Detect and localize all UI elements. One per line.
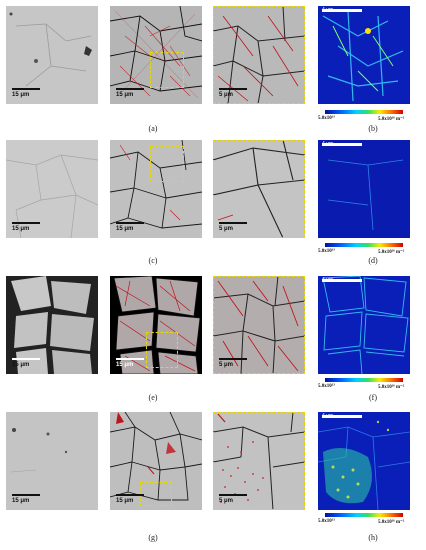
caption-a: (a) <box>148 124 158 133</box>
zoom-boundary-map-a <box>213 6 305 104</box>
sem-texture-g <box>6 412 98 510</box>
kam-map-b: 4 μm <box>318 6 410 104</box>
caption-b: (b) <box>368 124 378 133</box>
ebsd-grain-map-g: 15 μm <box>110 412 202 510</box>
grain-boundary-map-c <box>110 140 202 238</box>
colorbar-min-label: 5.0x10¹³ <box>318 249 335 254</box>
scale-bar-label: 5 μm <box>219 362 234 368</box>
scale-bar-label: 15 μm <box>116 498 134 504</box>
colorbar-min-label: 5.0x10¹³ <box>318 116 335 121</box>
ebsd-zoom-c: 5 μm <box>213 140 305 238</box>
zoom-region-box <box>146 332 178 368</box>
kam-map-d: 4 μm <box>318 140 410 238</box>
scale-bar-label: 15 μm <box>12 498 30 504</box>
scale-bar-label: 15 μm <box>116 362 134 368</box>
sem-micrograph-c: 15 μm <box>6 140 98 238</box>
scale-bar <box>12 88 40 90</box>
scale-bar <box>12 358 40 360</box>
sem-texture-c <box>6 140 98 238</box>
zoom-region-box <box>150 52 184 88</box>
zoom-region-box <box>140 482 172 506</box>
zoom-boundary-map-c <box>213 140 305 238</box>
scale-bar-label: 15 μm <box>12 362 30 368</box>
kam-map-f: 4 μm <box>318 276 410 374</box>
zoom-frame <box>213 140 305 238</box>
scale-bar-label: 4 μm <box>322 7 334 13</box>
scale-bar-label: 15 μm <box>116 226 134 232</box>
scale-bar <box>219 88 247 90</box>
ebsd-zoom-a: 5 μm <box>213 6 305 104</box>
zoom-boundary-map-g <box>213 412 305 510</box>
scale-bar <box>116 494 144 496</box>
zoom-frame <box>213 6 305 104</box>
scale-bar-label: 4 μm <box>322 141 334 147</box>
kam-texture-b <box>318 6 410 104</box>
zoom-boundary-map-e <box>213 276 305 374</box>
scale-bar <box>116 358 144 360</box>
kam-texture-f <box>318 276 410 374</box>
caption-h: (h) <box>368 533 378 542</box>
caption-c: (c) <box>148 256 158 265</box>
ebsd-zoom-e: 5 μm <box>213 276 305 374</box>
scale-bar <box>12 222 40 224</box>
sem-texture-a <box>6 6 98 104</box>
scale-bar <box>219 494 247 496</box>
ebsd-zoom-g: 5 μm <box>213 412 305 510</box>
scale-bar <box>12 494 40 496</box>
scale-bar-label: 4 μm <box>322 277 334 283</box>
colorbar <box>325 243 403 247</box>
ebsd-grain-map-e: 15 μm <box>110 276 202 374</box>
caption-f: (f) <box>369 393 377 402</box>
scale-bar-label: 15 μm <box>12 92 30 98</box>
scale-bar-label: 15 μm <box>116 92 134 98</box>
scale-bar-label: 15 μm <box>12 226 30 232</box>
caption-e: (e) <box>148 393 158 402</box>
sem-micrograph-g: 15 μm <box>6 412 98 510</box>
colorbar-max-label: 5.0x10¹⁶ m⁻² <box>378 385 405 390</box>
scale-bar-label: 5 μm <box>219 92 234 98</box>
colorbar-min-label: 5.0x10¹³ <box>318 384 335 389</box>
scale-bar-label: 5 μm <box>219 226 234 232</box>
sem-micrograph-a: 15 μm <box>6 6 98 104</box>
colorbar-max-label: 5.0x10¹⁶ m⁻² <box>378 520 405 525</box>
kam-map-h: 4 μm <box>318 412 410 510</box>
grain-boundary-map-g <box>110 412 202 510</box>
colorbar-min-label: 5.0x10¹³ <box>318 519 335 524</box>
scale-bar <box>322 9 362 12</box>
scale-bar-label: 5 μm <box>219 498 234 504</box>
sem-texture-e <box>6 276 98 374</box>
scale-bar <box>219 222 247 224</box>
scale-bar <box>322 415 362 418</box>
caption-d: (d) <box>368 256 378 265</box>
scale-bar <box>116 88 144 90</box>
ebsd-grain-map-c: 15 μm <box>110 140 202 238</box>
colorbar <box>325 513 403 517</box>
sem-micrograph-e: 15 μm <box>6 276 98 374</box>
colorbar <box>325 110 403 114</box>
grain-boundary-map-e <box>110 276 202 374</box>
zoom-frame <box>213 412 305 510</box>
colorbar-max-label: 5.0x10¹⁶ m⁻² <box>378 117 405 122</box>
scale-bar <box>116 222 144 224</box>
zoom-region-box <box>150 146 184 182</box>
colorbar <box>325 378 403 382</box>
colorbar-max-label: 5.0x10¹⁶ m⁻² <box>378 250 405 255</box>
scale-bar <box>219 358 247 360</box>
scale-bar <box>322 279 362 282</box>
scale-bar-label: 4 μm <box>322 413 334 419</box>
zoom-frame <box>213 276 305 374</box>
caption-g: (g) <box>148 533 158 542</box>
ebsd-grain-map-a: 15 μm <box>110 6 202 104</box>
kam-texture-d <box>318 140 410 238</box>
scale-bar <box>322 143 362 146</box>
kam-texture-h <box>318 412 410 510</box>
